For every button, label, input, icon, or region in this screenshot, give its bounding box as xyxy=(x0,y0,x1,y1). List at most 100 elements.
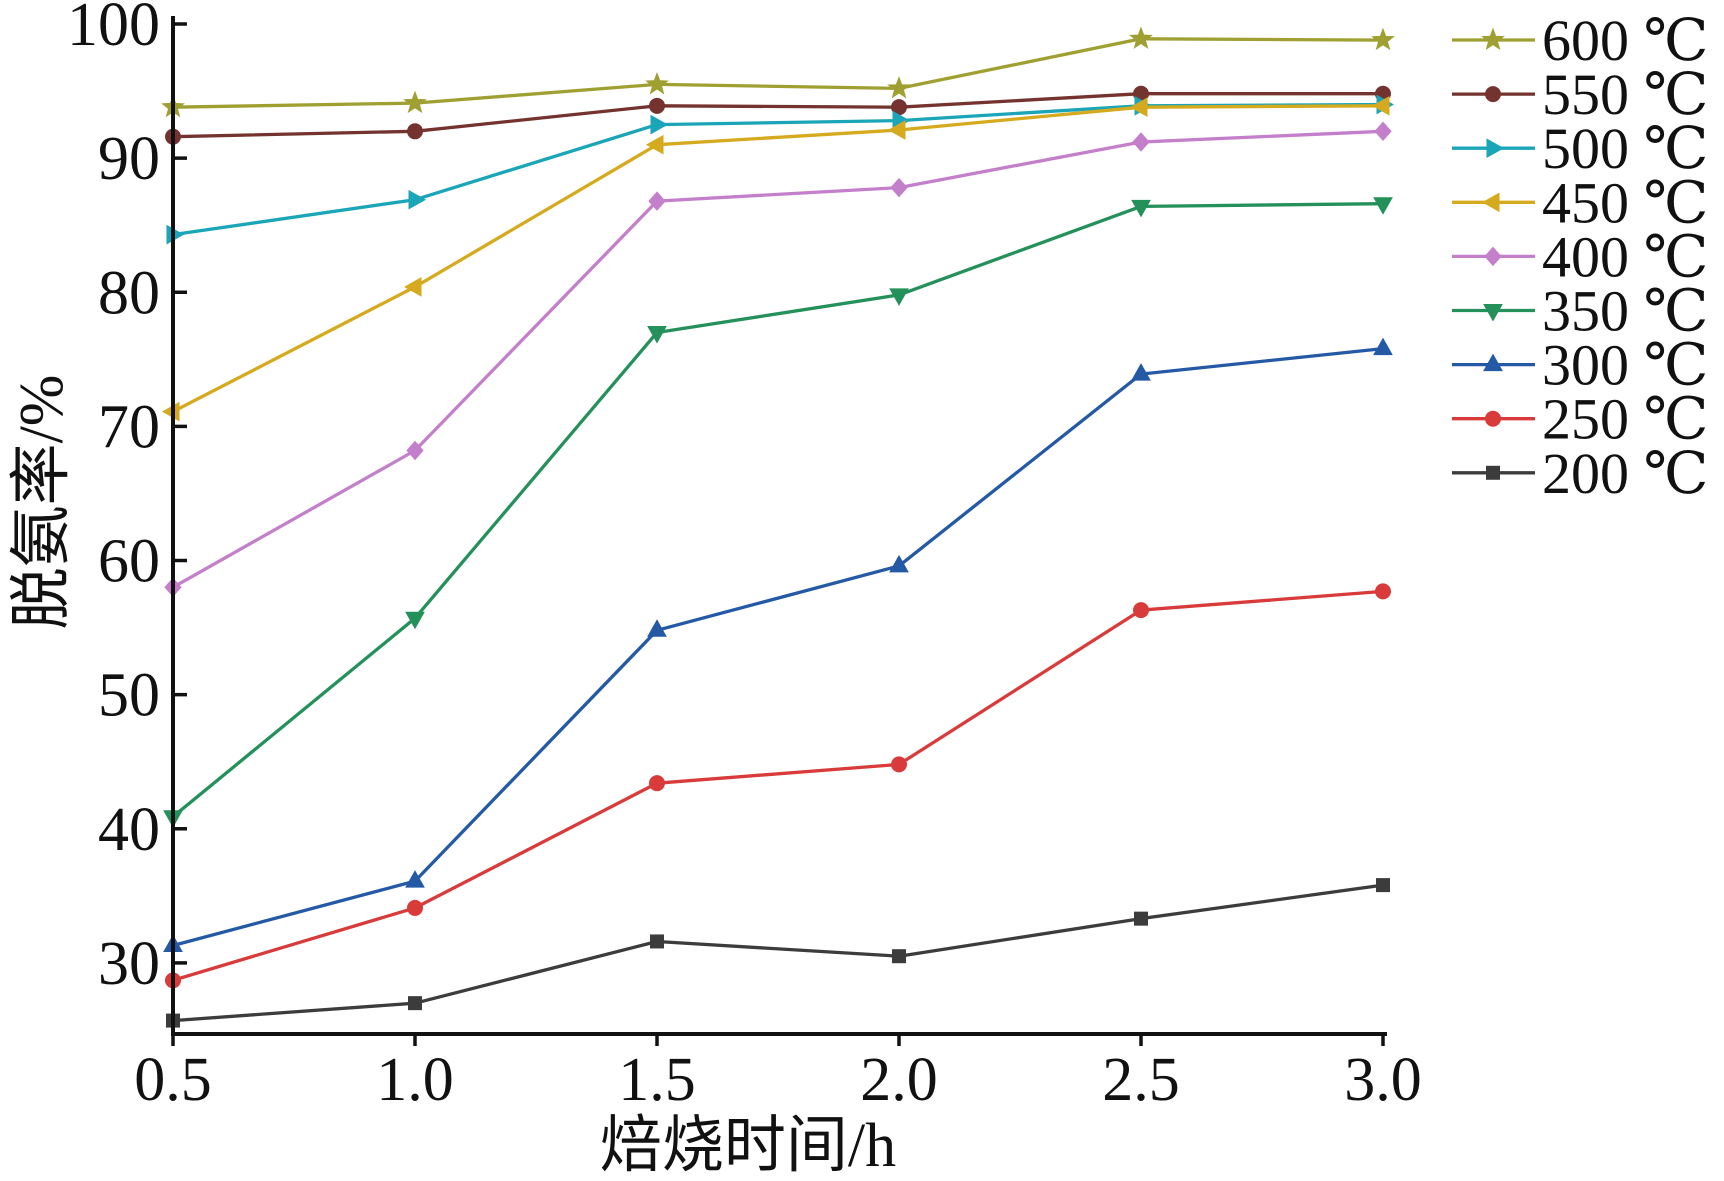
series-450-point-1-0 xyxy=(403,277,422,297)
series-350-line xyxy=(171,202,1384,818)
legend-marker-400 xyxy=(1484,246,1502,267)
series-400-point-1-0 xyxy=(406,440,424,461)
legend-marker-450 xyxy=(1481,192,1500,213)
x-tick-label-1-5: 1.5 xyxy=(618,1046,696,1114)
y-tick-label-90: 90 xyxy=(98,125,160,193)
legend-label-350: 350 ℃ xyxy=(1542,279,1708,344)
series-250 xyxy=(165,583,1391,989)
series-200 xyxy=(166,878,1390,1028)
series-350-point-3-0 xyxy=(1373,197,1393,215)
y-tick-label-70: 70 xyxy=(98,393,160,461)
legend-label-200: 200 ℃ xyxy=(1542,441,1708,506)
legend-item-300: 300 ℃ xyxy=(1452,333,1708,398)
series-600 xyxy=(161,26,1395,118)
legend-label-500: 500 ℃ xyxy=(1542,116,1708,181)
legend-label-400: 400 ℃ xyxy=(1542,224,1708,289)
series-550-point-1-0 xyxy=(407,123,423,140)
series-600-line xyxy=(172,37,1384,109)
series-400-point-2-0 xyxy=(890,177,908,198)
series-450-point-3-0 xyxy=(1371,95,1390,116)
series-200-point-1-5 xyxy=(650,934,664,949)
legend-marker-600 xyxy=(1481,27,1505,51)
series-400-point-2-5 xyxy=(1132,132,1150,152)
series-300-line xyxy=(172,346,1384,948)
legend-marker-500 xyxy=(1486,138,1505,159)
series-550-point-1-5 xyxy=(649,97,665,114)
y-tick-label-50: 50 xyxy=(98,662,160,730)
series-400-point-1-5 xyxy=(648,191,666,211)
legend-marker-300 xyxy=(1483,353,1503,372)
series-350 xyxy=(163,197,1393,828)
legend-item-350: 350 ℃ xyxy=(1452,279,1708,344)
series-250-point-3-0 xyxy=(1375,583,1391,600)
series-400-line xyxy=(172,129,1384,589)
y-tick-label-80: 80 xyxy=(98,259,160,327)
series-500 xyxy=(166,94,1395,245)
series-450-point-2-5 xyxy=(1129,97,1148,118)
x-axis-label: 焙烧时间/h xyxy=(600,1112,896,1180)
legend-item-250: 250 ℃ xyxy=(1452,387,1708,452)
series-600-point-2-5 xyxy=(1129,26,1153,49)
series-300-point-3-0 xyxy=(1373,337,1393,356)
axes-layer: 30 40 50 60 70 80 90 100 0.5 1.0 1.5 2.0 2.5 3.0 xyxy=(67,0,1422,1114)
series-600-point-1-5 xyxy=(645,71,669,95)
series-200-line xyxy=(172,883,1384,1023)
legend-item-500: 500 ℃ xyxy=(1452,116,1708,181)
x-tick-label-0-5: 0.5 xyxy=(134,1046,212,1114)
series-200-point-3-0 xyxy=(1376,878,1390,893)
legend-label-550: 550 ℃ xyxy=(1542,62,1708,127)
series-350-point-1-0 xyxy=(405,611,425,630)
series-layer xyxy=(161,26,1395,1028)
series-300-point-1-5 xyxy=(647,619,667,637)
series-450-line xyxy=(172,104,1384,414)
legend-label-600: 600 ℃ xyxy=(1542,8,1708,73)
series-250-point-2-0 xyxy=(891,756,907,773)
x-tick-label-2-5: 2.5 xyxy=(1102,1046,1180,1114)
legend-marker-550 xyxy=(1485,86,1501,103)
series-450-point-1-5 xyxy=(645,134,664,155)
y-tick-label-40: 40 xyxy=(98,796,160,864)
y-axis-label: 脱氨率/% xyxy=(8,375,76,630)
y-tick-label-30: 30 xyxy=(98,930,160,998)
series-400 xyxy=(164,121,1392,598)
legend-item-550: 550 ℃ xyxy=(1452,62,1708,127)
series-300-point-1-0 xyxy=(405,870,425,888)
series-400-point-3-0 xyxy=(1374,121,1392,142)
series-200-point-2-0 xyxy=(892,949,906,964)
legend-marker-350 xyxy=(1483,304,1503,322)
series-200-point-2-5 xyxy=(1134,911,1148,926)
x-tick-label-2-0: 2.0 xyxy=(860,1046,938,1114)
series-450 xyxy=(161,95,1390,422)
x-tick-label-3-0: 3.0 xyxy=(1344,1046,1422,1114)
series-600-point-1-0 xyxy=(403,90,427,114)
legend-label-450: 450 ℃ xyxy=(1542,170,1708,235)
legend-item-450: 450 ℃ xyxy=(1452,170,1708,235)
series-250-point-2-5 xyxy=(1133,602,1149,619)
series-500-point-1-0 xyxy=(408,189,427,210)
legend-marker-200 xyxy=(1486,465,1500,480)
series-250-point-1-5 xyxy=(649,775,665,792)
legend-item-400: 400 ℃ xyxy=(1452,224,1708,289)
y-tick-label-100: 100 xyxy=(67,0,160,59)
series-500-line xyxy=(172,102,1384,237)
series-200-point-1-0 xyxy=(408,996,422,1011)
legend-label-300: 300 ℃ xyxy=(1542,333,1708,398)
series-350-point-1-5 xyxy=(647,326,667,344)
series-300-point-2-5 xyxy=(1131,363,1151,381)
series-550 xyxy=(165,85,1391,145)
x-tick-label-1-0: 1.0 xyxy=(376,1046,454,1114)
legend-label-250: 250 ℃ xyxy=(1542,387,1708,452)
series-250-line xyxy=(172,589,1384,982)
series-250-point-1-0 xyxy=(407,899,423,916)
legend-marker-250 xyxy=(1485,410,1501,427)
series-550-line xyxy=(172,92,1383,139)
legend-item-200: 200 ℃ xyxy=(1452,441,1708,506)
series-450-point-2-0 xyxy=(887,120,906,140)
series-350-point-2-0 xyxy=(889,288,909,306)
series-300 xyxy=(163,337,1393,952)
series-350-point-2-5 xyxy=(1131,199,1151,218)
series-300-point-2-0 xyxy=(889,554,909,573)
series-500-point-1-5 xyxy=(650,114,669,135)
